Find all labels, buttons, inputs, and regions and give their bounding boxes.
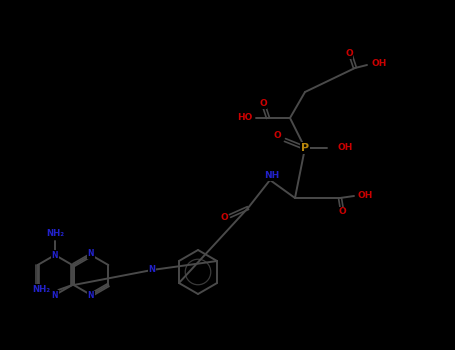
Text: HO: HO	[237, 113, 252, 122]
Text: N: N	[52, 251, 58, 259]
Text: OH: OH	[337, 144, 352, 153]
Text: N: N	[52, 290, 58, 300]
Text: N: N	[88, 292, 94, 301]
Text: N: N	[148, 266, 156, 274]
Text: O: O	[259, 99, 267, 108]
Text: P: P	[301, 143, 309, 153]
Text: NH: NH	[264, 172, 280, 181]
Text: OH: OH	[371, 60, 386, 69]
Text: N: N	[88, 250, 94, 259]
Text: O: O	[273, 132, 281, 140]
Text: OH: OH	[358, 190, 374, 199]
Text: NH₂: NH₂	[46, 230, 64, 238]
Text: O: O	[338, 208, 346, 217]
Text: O: O	[220, 214, 228, 223]
Text: O: O	[345, 49, 353, 58]
Text: NH₂: NH₂	[32, 285, 51, 294]
